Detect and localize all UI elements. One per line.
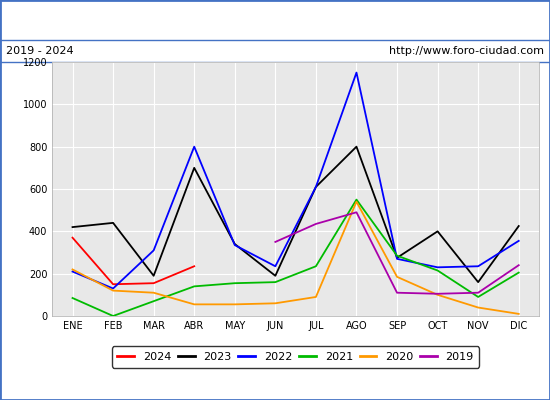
Legend: 2024, 2023, 2022, 2021, 2020, 2019: 2024, 2023, 2022, 2021, 2020, 2019: [112, 346, 480, 368]
Text: http://www.foro-ciudad.com: http://www.foro-ciudad.com: [389, 46, 544, 56]
Text: Evolucion Nº Turistas Nacionales en el municipio de Sobradillo: Evolucion Nº Turistas Nacionales en el m…: [75, 14, 475, 26]
Text: 2019 - 2024: 2019 - 2024: [6, 46, 73, 56]
